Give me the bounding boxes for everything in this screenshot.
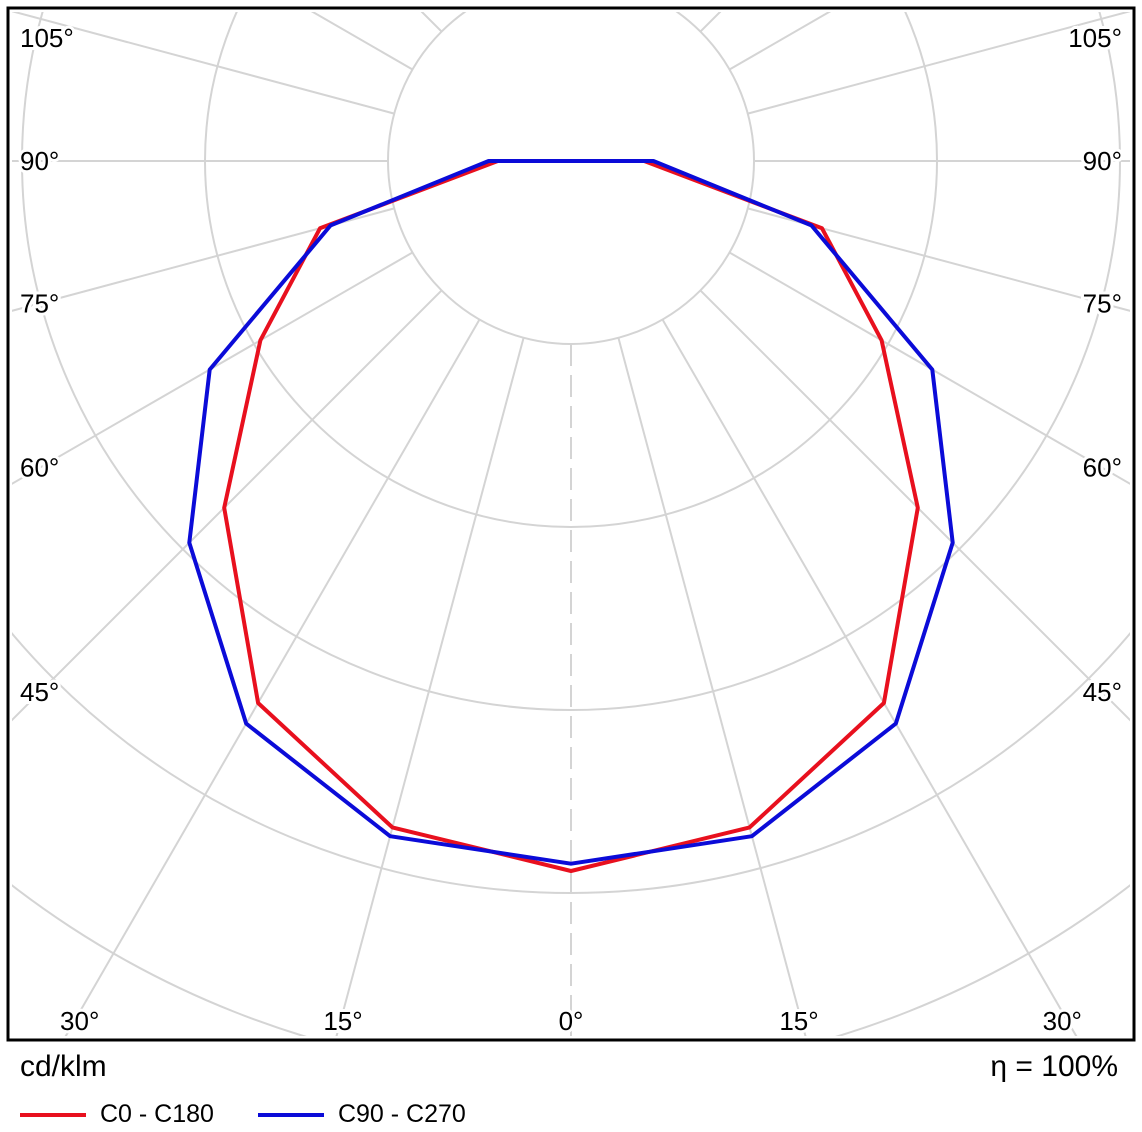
angle-label-105-left: 105°	[20, 23, 74, 53]
plot-border	[6, 6, 1136, 1042]
grid-radial-line-315	[12, 289, 443, 722]
angle-label-75-left: 75°	[20, 288, 59, 318]
angle-label-90-left: 90°	[20, 146, 59, 176]
grid-radial-line-105	[747, 12, 1130, 115]
angle-label-30-right: 30°	[1043, 1006, 1082, 1036]
grid-ring-1	[387, 12, 755, 345]
polar-grid	[0, 0, 1142, 1036]
curve-c90-c270	[187, 159, 955, 866]
legend: C0 - C180 C90 - C270	[20, 1100, 510, 1129]
legend-label-c0-c180: C0 - C180	[100, 1100, 214, 1128]
grid-radial-line-330	[64, 318, 481, 1036]
unit-label: cd/klm	[20, 1050, 107, 1083]
legend-swatch-c0-c180	[20, 1112, 86, 1117]
grid-radial-line-210	[0, 0, 480, 3]
grid-radial-line-30	[661, 318, 1078, 1036]
efficiency-label: η = 100%	[990, 1050, 1118, 1083]
angle-label-105-right: 105°	[1068, 23, 1122, 53]
grid-radial-line-285	[12, 207, 395, 312]
legend-swatch-c90-c270	[257, 1112, 324, 1117]
grid-radial-line-150	[663, 0, 1142, 3]
angle-label-75-right: 75°	[1083, 288, 1122, 318]
legend-label-c90-c270: C90 - C270	[337, 1100, 466, 1128]
legend-item-c90-c270: C90 - C270	[257, 1100, 466, 1129]
grid-ring-4	[12, 631, 1130, 894]
grid-radial-line-345	[335, 337, 525, 1036]
angle-label-45-right: 45°	[1083, 677, 1122, 707]
polar-chart: 0° 15° 15° 30° 30° 45° 45° 60° 60° 75° 75° 90° 90° 10…	[0, 0, 1142, 1042]
angle-label-15-right: 15°	[779, 1006, 818, 1036]
angle-label-60-right: 60°	[1083, 453, 1122, 483]
grid-radial-line-300	[12, 251, 414, 485]
grid-radial-line-15	[617, 337, 807, 1036]
curves	[187, 159, 955, 873]
angle-labels: 0° 15° 15° 30° 30° 45° 45° 60° 60° 75° 75° 90° 90° 10…	[17, 20, 1125, 1039]
grid-radial-line-45	[699, 289, 1130, 722]
grid-radial-line-75	[747, 207, 1130, 312]
angle-label-45-left: 45°	[20, 677, 59, 707]
grid-radial-line-60	[728, 251, 1130, 485]
grid-radial-line-255	[12, 12, 395, 115]
angle-label-30-left: 30°	[60, 1006, 99, 1036]
angle-label-90-right: 90°	[1083, 146, 1122, 176]
legend-item-c0-c180: C0 - C180	[20, 1100, 214, 1129]
angle-label-15-left: 15°	[323, 1006, 362, 1036]
angle-label-0: 0°	[559, 1006, 584, 1036]
angle-label-60-left: 60°	[20, 453, 59, 483]
